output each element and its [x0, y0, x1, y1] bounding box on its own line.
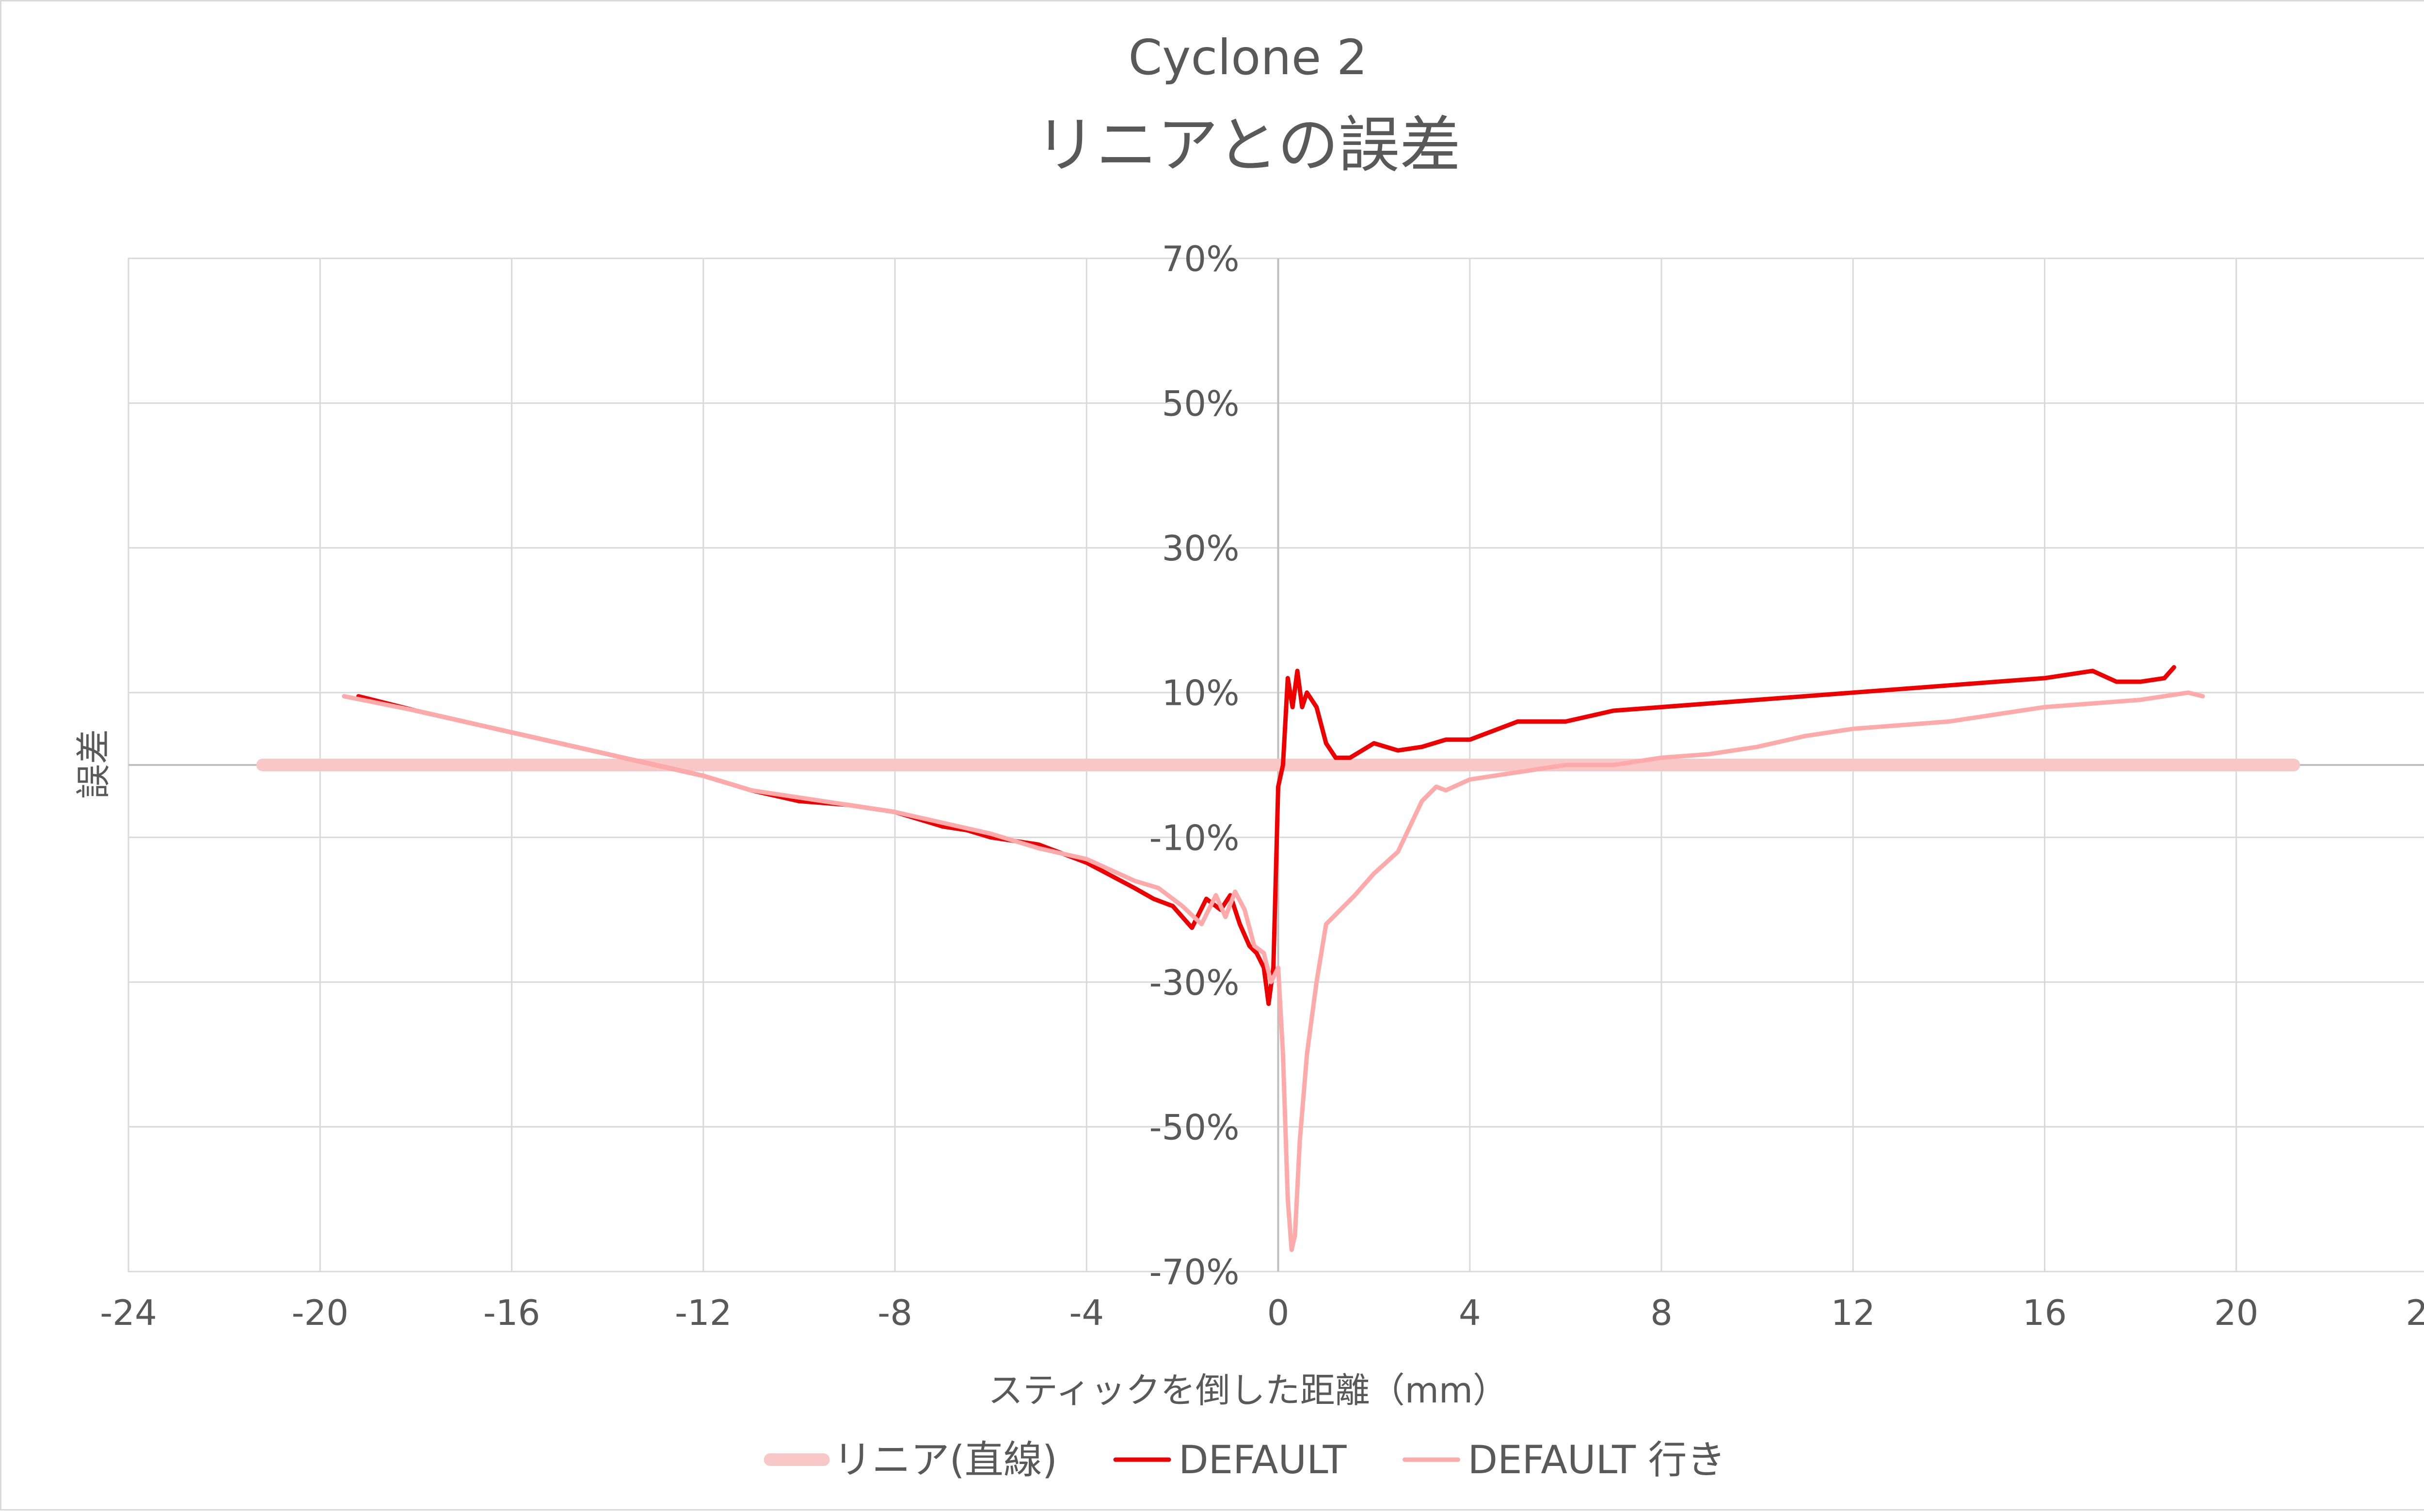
- legend-label: DEFAULT 行き: [1468, 1437, 1726, 1482]
- legend-label: DEFAULT: [1179, 1437, 1347, 1482]
- x-tick-label: -16: [483, 1292, 541, 1333]
- x-tick-label: 16: [2023, 1292, 2067, 1333]
- y-tick-label: 70%: [1162, 239, 1239, 279]
- x-tick-label: 0: [1267, 1292, 1290, 1333]
- y-tick-label: 30%: [1162, 528, 1239, 569]
- x-tick-label: 12: [1831, 1292, 1875, 1333]
- x-tick-label: 4: [1459, 1292, 1481, 1333]
- x-tick-label: -20: [291, 1292, 349, 1333]
- y-tick-label: -50%: [1149, 1107, 1239, 1147]
- x-tick-label: 20: [2214, 1292, 2259, 1333]
- x-tick-label: -4: [1069, 1292, 1104, 1333]
- chart-title: Cyclone 2: [1128, 29, 1367, 86]
- x-tick-label: 8: [1650, 1292, 1673, 1333]
- tick-labels: -24 -20 -16 -12 -8 -4 0 4 8 12 16 20 24 70% 50% 30% 10% -…: [100, 239, 2424, 1333]
- legend: リニア(直線) DEFAULT DEFAULT 行き: [764, 1437, 1726, 1482]
- x-tick-label: -12: [675, 1292, 732, 1333]
- series-lines: [256, 665, 2300, 1252]
- y-tick-label: 10%: [1162, 673, 1239, 714]
- x-axis-title: スティックを倒した距離（mm）: [988, 1370, 1508, 1411]
- chart-subtitle: リニアとの誤差: [1035, 110, 1461, 181]
- legend-label: リニア(直線): [833, 1437, 1057, 1482]
- y-tick-label: -70%: [1149, 1252, 1239, 1292]
- x-tick-label: 24: [2406, 1292, 2424, 1333]
- x-tick-label: -24: [100, 1292, 157, 1333]
- y-tick-label: 50%: [1162, 383, 1239, 424]
- series-line: [342, 690, 2205, 1252]
- x-tick-label: -8: [877, 1292, 912, 1333]
- y-axis-title: 誤差: [73, 729, 114, 799]
- y-tick-label: -10%: [1149, 817, 1239, 858]
- y-tick-label: -30%: [1149, 962, 1239, 1003]
- series-line: [356, 665, 2176, 1006]
